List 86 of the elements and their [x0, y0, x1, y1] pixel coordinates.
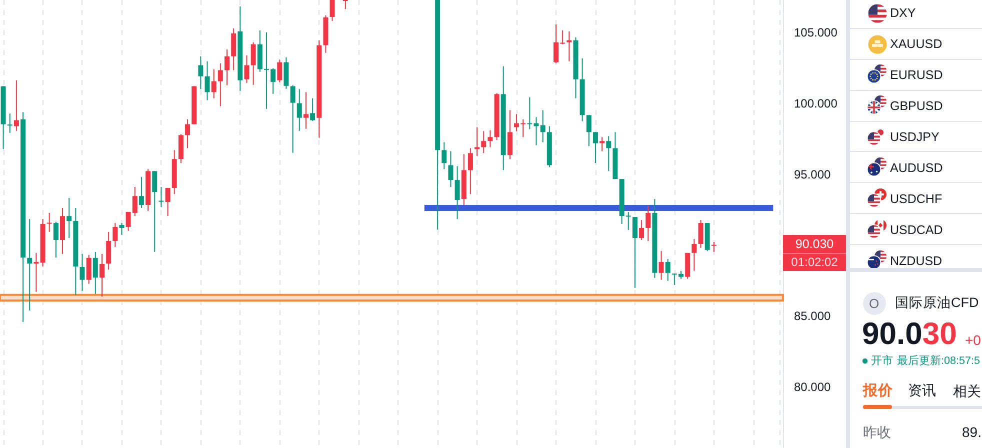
candlestick — [204, 60, 210, 101]
candlestick — [646, 205, 651, 242]
candlestick — [481, 130, 486, 154]
text: 最后更新:08:57:5 — [897, 354, 980, 368]
candlestick — [474, 126, 480, 157]
candlestick — [277, 59, 282, 83]
candlestick — [658, 250, 664, 280]
candlestick — [99, 253, 104, 298]
candlestick — [86, 254, 92, 284]
candlestick — [488, 130, 493, 148]
candlestick — [53, 221, 58, 258]
text: EURUSD — [890, 67, 943, 84]
candlestick — [27, 218, 32, 311]
candlestick — [665, 258, 670, 282]
candlestick — [7, 113, 12, 134]
candlestick — [507, 110, 512, 160]
text: 相关 — [953, 382, 981, 400]
candlestick — [586, 114, 592, 147]
candlestick — [639, 220, 644, 241]
candlestick — [606, 136, 612, 172]
candlestick — [218, 62, 223, 107]
candlestick — [158, 186, 164, 208]
candlestick — [224, 48, 230, 86]
candlestick — [527, 96, 532, 130]
candlestick — [152, 170, 158, 252]
candlestick — [112, 222, 118, 248]
candlestick — [165, 187, 170, 217]
text: 01:02:02 — [783, 253, 846, 271]
candlestick — [342, 0, 348, 10]
candlestick — [711, 242, 716, 252]
text: DXY — [890, 5, 916, 22]
candlestick — [303, 92, 308, 130]
candlestick — [119, 222, 124, 236]
text: 报价 — [863, 382, 893, 400]
text: 资讯 — [908, 382, 936, 400]
y-tick-label: 100.000 — [794, 96, 838, 110]
text: 开市 — [871, 354, 893, 368]
text: GBPUSD — [890, 98, 943, 114]
candlestick — [231, 28, 236, 71]
y-tick-label: 105.000 — [794, 26, 838, 40]
text: 昨收 — [863, 422, 891, 440]
candlestick — [632, 216, 638, 288]
text: AUDUSD — [890, 160, 943, 176]
y-tick-label: 85.000 — [794, 309, 832, 324]
candlestick — [211, 68, 216, 99]
text: USDCAD — [890, 222, 943, 238]
text: 国际原油CFD — [895, 294, 979, 311]
candlestick — [178, 134, 184, 164]
candlestick — [60, 207, 66, 254]
candlestick — [284, 56, 289, 90]
text: NZDUSD — [890, 252, 942, 268]
candlestick — [14, 80, 19, 132]
text: 90.0 — [862, 316, 922, 351]
candlestick — [290, 84, 296, 154]
candlestick — [454, 166, 460, 220]
text: 30 — [922, 316, 957, 351]
candlestick — [592, 132, 598, 164]
candlestick — [330, 0, 335, 22]
text: USDCHF — [890, 190, 942, 207]
candlestick — [106, 231, 112, 270]
y-tick-label: 95.000 — [794, 167, 832, 182]
candlestick — [468, 148, 473, 195]
candlestick — [448, 150, 454, 188]
text: USDJPY — [890, 128, 940, 145]
candlestick — [198, 56, 204, 90]
candlestick — [250, 42, 256, 86]
text: 89. — [962, 422, 982, 440]
text: +0 — [965, 331, 981, 349]
candlestick — [698, 220, 704, 248]
candlestick — [685, 252, 690, 280]
candlestick — [92, 251, 98, 294]
candlestick — [46, 212, 52, 232]
candlestick — [244, 54, 250, 84]
candlestick — [185, 118, 190, 149]
candlestick — [138, 176, 144, 208]
candlestick — [442, 142, 447, 170]
candlestick — [692, 238, 697, 272]
y-tick-label: 80.000 — [794, 380, 832, 394]
candlestick — [600, 136, 605, 152]
text: XAUUSD — [890, 36, 942, 52]
candlestick — [310, 98, 316, 122]
candlestick — [80, 253, 85, 292]
candlestick — [296, 88, 302, 132]
candlestick — [34, 252, 39, 292]
text: 90.030 — [783, 235, 846, 254]
candlestick — [66, 198, 72, 239]
